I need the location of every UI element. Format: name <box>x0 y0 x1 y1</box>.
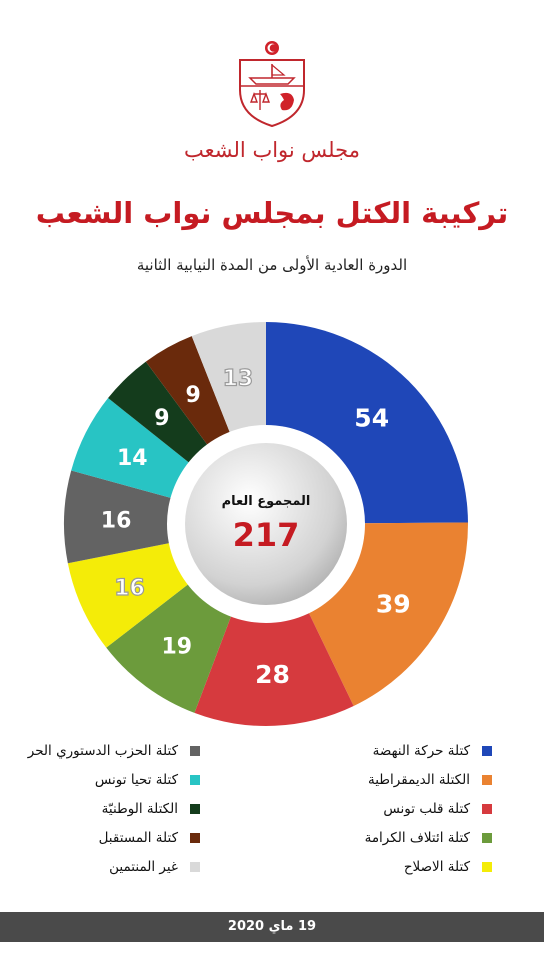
legend-item: كتلة الاصلاح <box>365 852 492 881</box>
slice-value-label: 16 <box>101 509 132 534</box>
legend-label: كتلة قلب تونس <box>383 800 470 817</box>
legend-label: كتلة الاصلاح <box>403 858 470 875</box>
legend-item: كتلة الحزب الدستوري الحر <box>28 736 200 765</box>
slice-value-label: 39 <box>376 589 411 618</box>
total-value: 217 <box>232 516 300 554</box>
legend-label: كتلة ائتلاف الكرامة <box>364 829 470 846</box>
legend-item: كتلة المستقبل <box>28 823 200 852</box>
total-label: المجموع العام <box>221 494 311 509</box>
legend-swatch <box>482 832 492 843</box>
center-disc <box>185 443 347 605</box>
legend-swatch <box>190 774 200 785</box>
legend-label: الكتلة الوطنيّة <box>101 800 178 817</box>
legend-label: كتلة الحزب الدستوري الحر <box>27 742 178 759</box>
legend-swatch <box>482 745 492 756</box>
legend-item: كتلة ائتلاف الكرامة <box>365 823 492 852</box>
slice-value-label: 14 <box>117 446 148 471</box>
donut-slice <box>194 524 354 727</box>
slice-value-label: 16 <box>114 576 145 601</box>
legend-right-column: كتلة حركة النهضة الكتلة الديمقراطية كتلة… <box>365 736 492 881</box>
legend-label: كتلة تحيا تونس <box>94 771 178 788</box>
legend-item: الكتلة الوطنيّة <box>28 794 200 823</box>
institution-name: مجلس نواب الشعب <box>184 138 360 162</box>
footer-date: 19 ماي 2020 <box>227 919 317 934</box>
legend-swatch <box>190 803 200 814</box>
slice-value-label: 54 <box>354 404 389 433</box>
legend-label: غير المنتمين <box>109 858 178 875</box>
legend-swatch <box>190 745 200 756</box>
legend-item: كتلة قلب تونس <box>365 794 492 823</box>
legend-item: كتلة حركة النهضة <box>365 736 492 765</box>
legend-label: كتلة حركة النهضة <box>372 742 470 759</box>
chart-title: تركيبة الكتل بمجلس نواب الشعب <box>35 196 509 230</box>
chart-subtitle: الدورة العادية الأولى من المدة النيابية … <box>136 256 408 274</box>
legend-swatch <box>482 861 492 872</box>
footer-bar: 19 ماي 2020 <box>0 912 544 942</box>
legend-item: كتلة تحيا تونس <box>28 765 200 794</box>
slice-value-label: 28 <box>255 660 290 689</box>
legend-label: الكتلة الديمقراطية <box>368 771 470 788</box>
legend-label: كتلة المستقبل <box>98 829 178 846</box>
legend-swatch <box>482 803 492 814</box>
slice-value-label: 13 <box>223 367 254 392</box>
legend-swatch <box>190 861 200 872</box>
donut-slice <box>64 470 266 564</box>
slice-value-label: 9 <box>154 406 169 431</box>
legend-swatch <box>190 832 200 843</box>
parliament-emblem-icon <box>239 41 305 128</box>
slice-value-label: 9 <box>186 383 201 408</box>
slice-value-label: 19 <box>161 635 192 660</box>
legend-swatch <box>482 774 492 785</box>
legend-left-column: كتلة الحزب الدستوري الحر كتلة تحيا تونس … <box>28 736 200 881</box>
legend-item: غير المنتمين <box>28 852 200 881</box>
legend-item: الكتلة الديمقراطية <box>365 765 492 794</box>
